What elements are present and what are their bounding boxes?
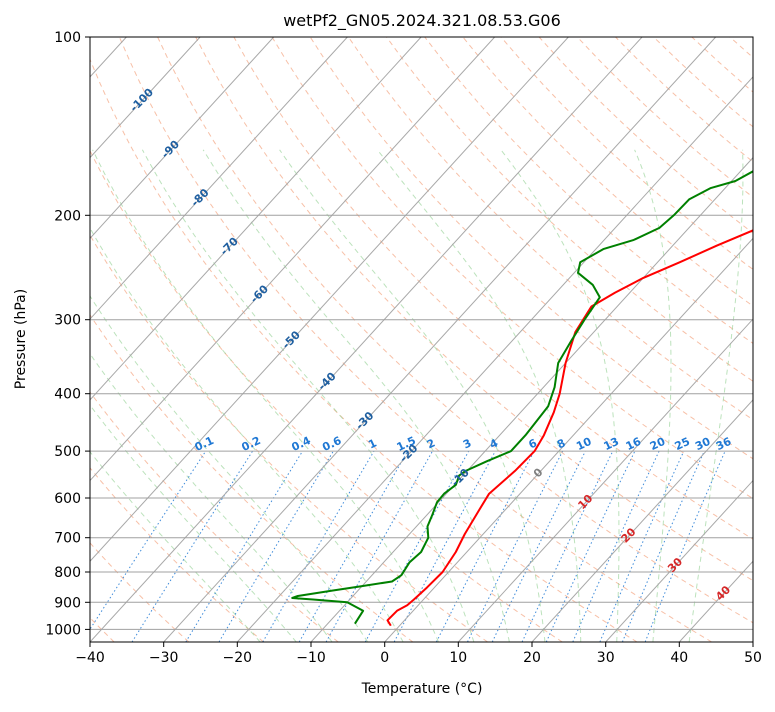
- mixing-ratio-label: 25: [673, 435, 692, 453]
- mixing-ratio-label: 30: [693, 435, 713, 453]
- y-tick-label: 300: [54, 313, 81, 329]
- y-axis-label: Pressure (hPa): [13, 289, 29, 389]
- dry-adiabat-line: [158, 37, 775, 642]
- mixing-ratio-line: [394, 451, 495, 642]
- mixing-ratio-line: [263, 451, 374, 642]
- dry-adiabat-line: [768, 37, 775, 642]
- mixing-ratio-label: 20: [648, 435, 668, 453]
- dry-adiabat-line: [692, 37, 775, 642]
- mixing-ratio-label: 2: [425, 436, 437, 451]
- mixing-ratio-line: [186, 451, 303, 642]
- x-tick-label: −30: [149, 650, 179, 666]
- isotherm-line: [0, 37, 200, 642]
- isotherm-line: [679, 37, 775, 642]
- mixing-ratio-line: [82, 451, 206, 642]
- dry-adiabat-line: [616, 37, 775, 642]
- moist-adiabat-line: [93, 150, 439, 642]
- dry-adiabat-line: [0, 37, 264, 642]
- mixing-ratio-line: [546, 451, 635, 642]
- dry-adiabat-line: [81, 37, 637, 642]
- y-tick-label: 900: [54, 595, 81, 611]
- y-tick-label: 500: [54, 444, 81, 460]
- x-tick-label: 10: [449, 650, 467, 666]
- mixing-ratio-line: [600, 451, 684, 642]
- x-tick-label: −40: [75, 650, 105, 666]
- mixing-ratio-line: [622, 451, 704, 642]
- x-tick-label: 50: [744, 650, 762, 666]
- x-tick-label: 30: [597, 650, 615, 666]
- dry-adiabat-line: [425, 37, 775, 642]
- dry-adiabat-line: [119, 37, 711, 642]
- y-tick-label: 800: [54, 565, 81, 581]
- y-tick-label: 700: [54, 531, 81, 547]
- moist-adiabat-line: [203, 150, 509, 642]
- dry-adiabat-line: [0, 37, 413, 642]
- isotherm-line: [385, 37, 775, 642]
- x-axis-label: Temperature (°C): [361, 681, 483, 697]
- x-tick-label: 0: [380, 650, 389, 666]
- x-tick-label: 20: [523, 650, 541, 666]
- x-tick-label: −10: [296, 650, 326, 666]
- mixing-ratio-label: 6: [527, 436, 540, 451]
- mixing-ratio-label: 13: [602, 435, 621, 453]
- isotherm-line: [237, 37, 775, 642]
- y-tick-label: 100: [54, 30, 81, 46]
- x-tick-label: −20: [223, 650, 253, 666]
- mixing-ratio-label: 10: [574, 435, 594, 453]
- moist-adiabat-line: [689, 150, 743, 642]
- dry-adiabat-line: [730, 37, 775, 642]
- mixing-ratio-line: [468, 451, 563, 642]
- y-tick-label: 400: [54, 387, 81, 403]
- x-tick-label: 40: [670, 650, 688, 666]
- moist-adiabat-line: [377, 150, 580, 642]
- isotherm-line: [164, 37, 716, 642]
- moist-adiabat-line: [0, 150, 332, 642]
- isotherm-line: [532, 37, 775, 642]
- chart-title: wetPf2_GN05.2024.321.08.53.G06: [283, 11, 561, 31]
- dry-adiabat-line: [272, 37, 775, 642]
- mixing-ratio-line: [573, 451, 659, 642]
- mixing-ratio-label: 3: [461, 436, 473, 451]
- y-tick-label: 200: [54, 208, 81, 224]
- isotherm-line: [458, 37, 775, 642]
- mixing-ratio-line: [645, 451, 725, 642]
- isotherm-line: [606, 37, 775, 642]
- isotherm-line: [0, 37, 421, 642]
- dry-adiabat-line: [654, 37, 775, 642]
- mixing-ratio-label: 36: [714, 435, 734, 453]
- isotherm-line: [90, 37, 642, 642]
- y-tick-label: 600: [54, 491, 81, 507]
- mixing-ratio-line: [219, 451, 333, 642]
- dry-adiabat-line: [387, 37, 775, 642]
- dry-adiabat-line: [577, 37, 775, 642]
- isotherm-line: [753, 37, 775, 642]
- y-tick-label: 1000: [45, 622, 81, 638]
- mixing-ratio-label: 16: [624, 435, 644, 453]
- dry-adiabat-line: [539, 37, 775, 642]
- mixing-ratio-label: 4: [488, 436, 501, 451]
